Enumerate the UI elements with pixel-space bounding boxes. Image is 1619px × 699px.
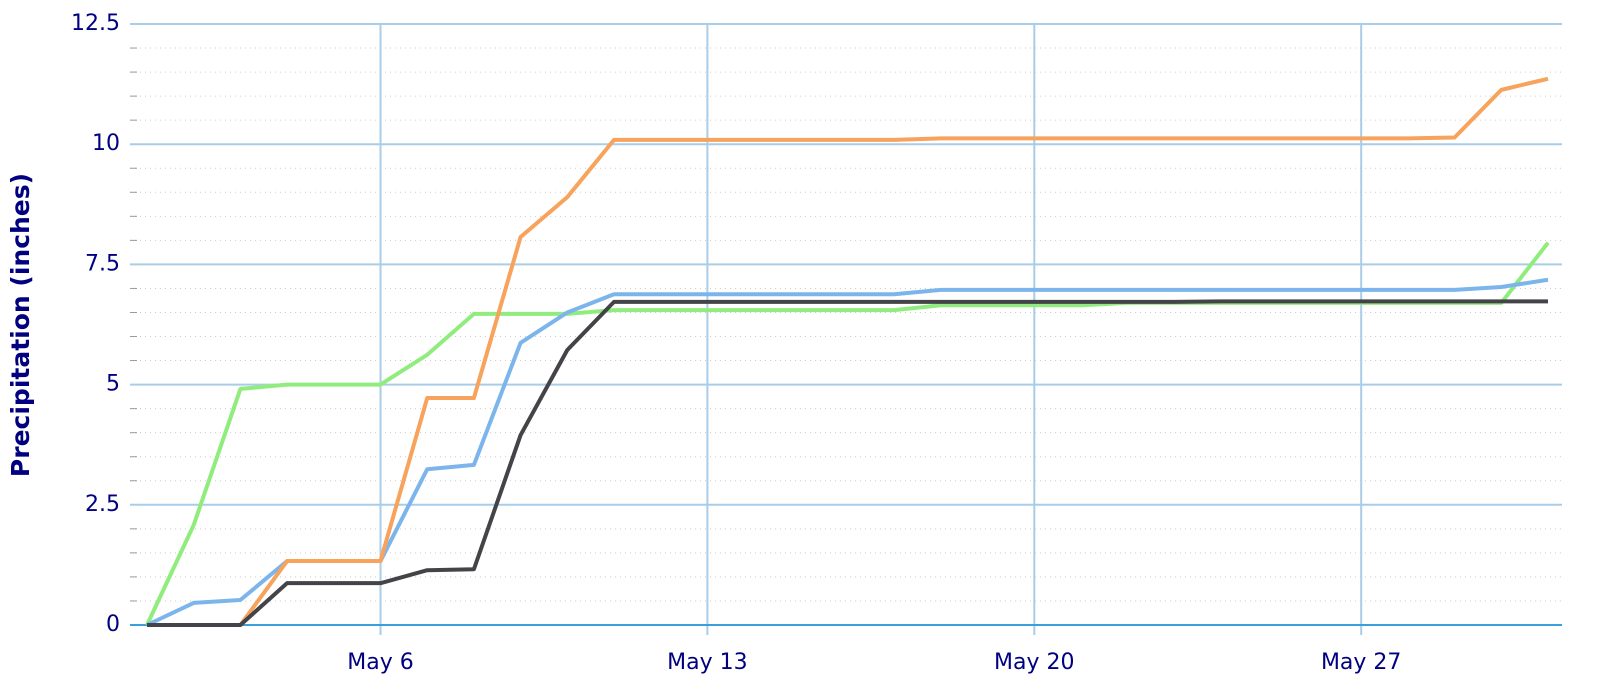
x-tick-label: May 27 xyxy=(1321,650,1401,675)
series-line xyxy=(146,277,1549,627)
y-tick-label: 5 xyxy=(106,372,120,397)
y-tick-label: 10 xyxy=(92,131,120,156)
y-tick-label: 7.5 xyxy=(85,251,120,276)
y-tick-label: 2.5 xyxy=(85,492,120,517)
x-tick-label: May 6 xyxy=(347,650,413,675)
series-line xyxy=(146,299,1548,627)
y-axis-label: Precipitation (inches) xyxy=(6,173,35,477)
series-line xyxy=(146,76,1549,627)
x-tick-label: May 20 xyxy=(994,650,1074,675)
y-tick-label: 0 xyxy=(106,612,120,637)
x-tick-label: May 13 xyxy=(667,650,747,675)
y-tick-label: 12.5 xyxy=(71,11,120,36)
